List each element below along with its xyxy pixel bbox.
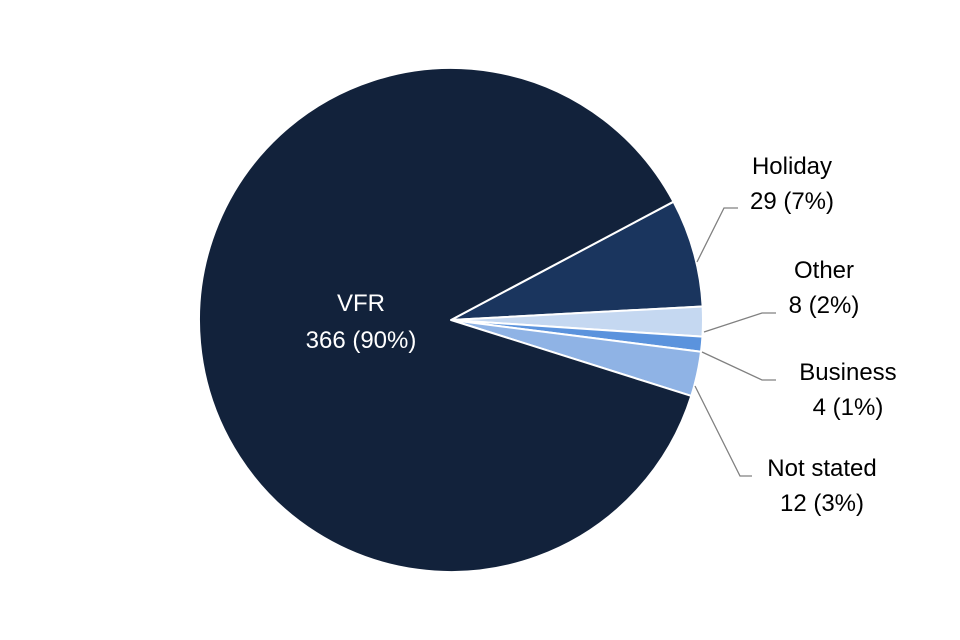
- leader-line-not-stated: [694, 385, 752, 477]
- pie-slices: [198, 67, 704, 573]
- label-vfr-value: 366 (90%): [306, 327, 417, 354]
- pie-slice-vfr: [198, 67, 693, 573]
- label-other-name: Other: [794, 257, 854, 284]
- slice-labels: VFR 366 (90%) Holiday 29 (7%) Other 8 (2…: [306, 153, 897, 517]
- label-other-value: 8 (2%): [789, 292, 860, 319]
- leader-lines: [694, 207, 776, 477]
- label-holiday-value: 29 (7%): [750, 188, 834, 215]
- label-business-name: Business: [799, 359, 896, 386]
- pie-slice-holiday: [450, 200, 704, 321]
- leader-line-holiday: [696, 207, 738, 263]
- label-business-value: 4 (1%): [813, 394, 884, 421]
- leader-line-other: [703, 312, 776, 333]
- label-holiday-name: Holiday: [752, 153, 832, 180]
- label-not-stated-name: Not stated: [767, 455, 876, 482]
- label-not-stated-value: 12 (3%): [780, 490, 864, 517]
- label-vfr-name: VFR: [337, 290, 385, 317]
- leader-line-business: [701, 351, 776, 381]
